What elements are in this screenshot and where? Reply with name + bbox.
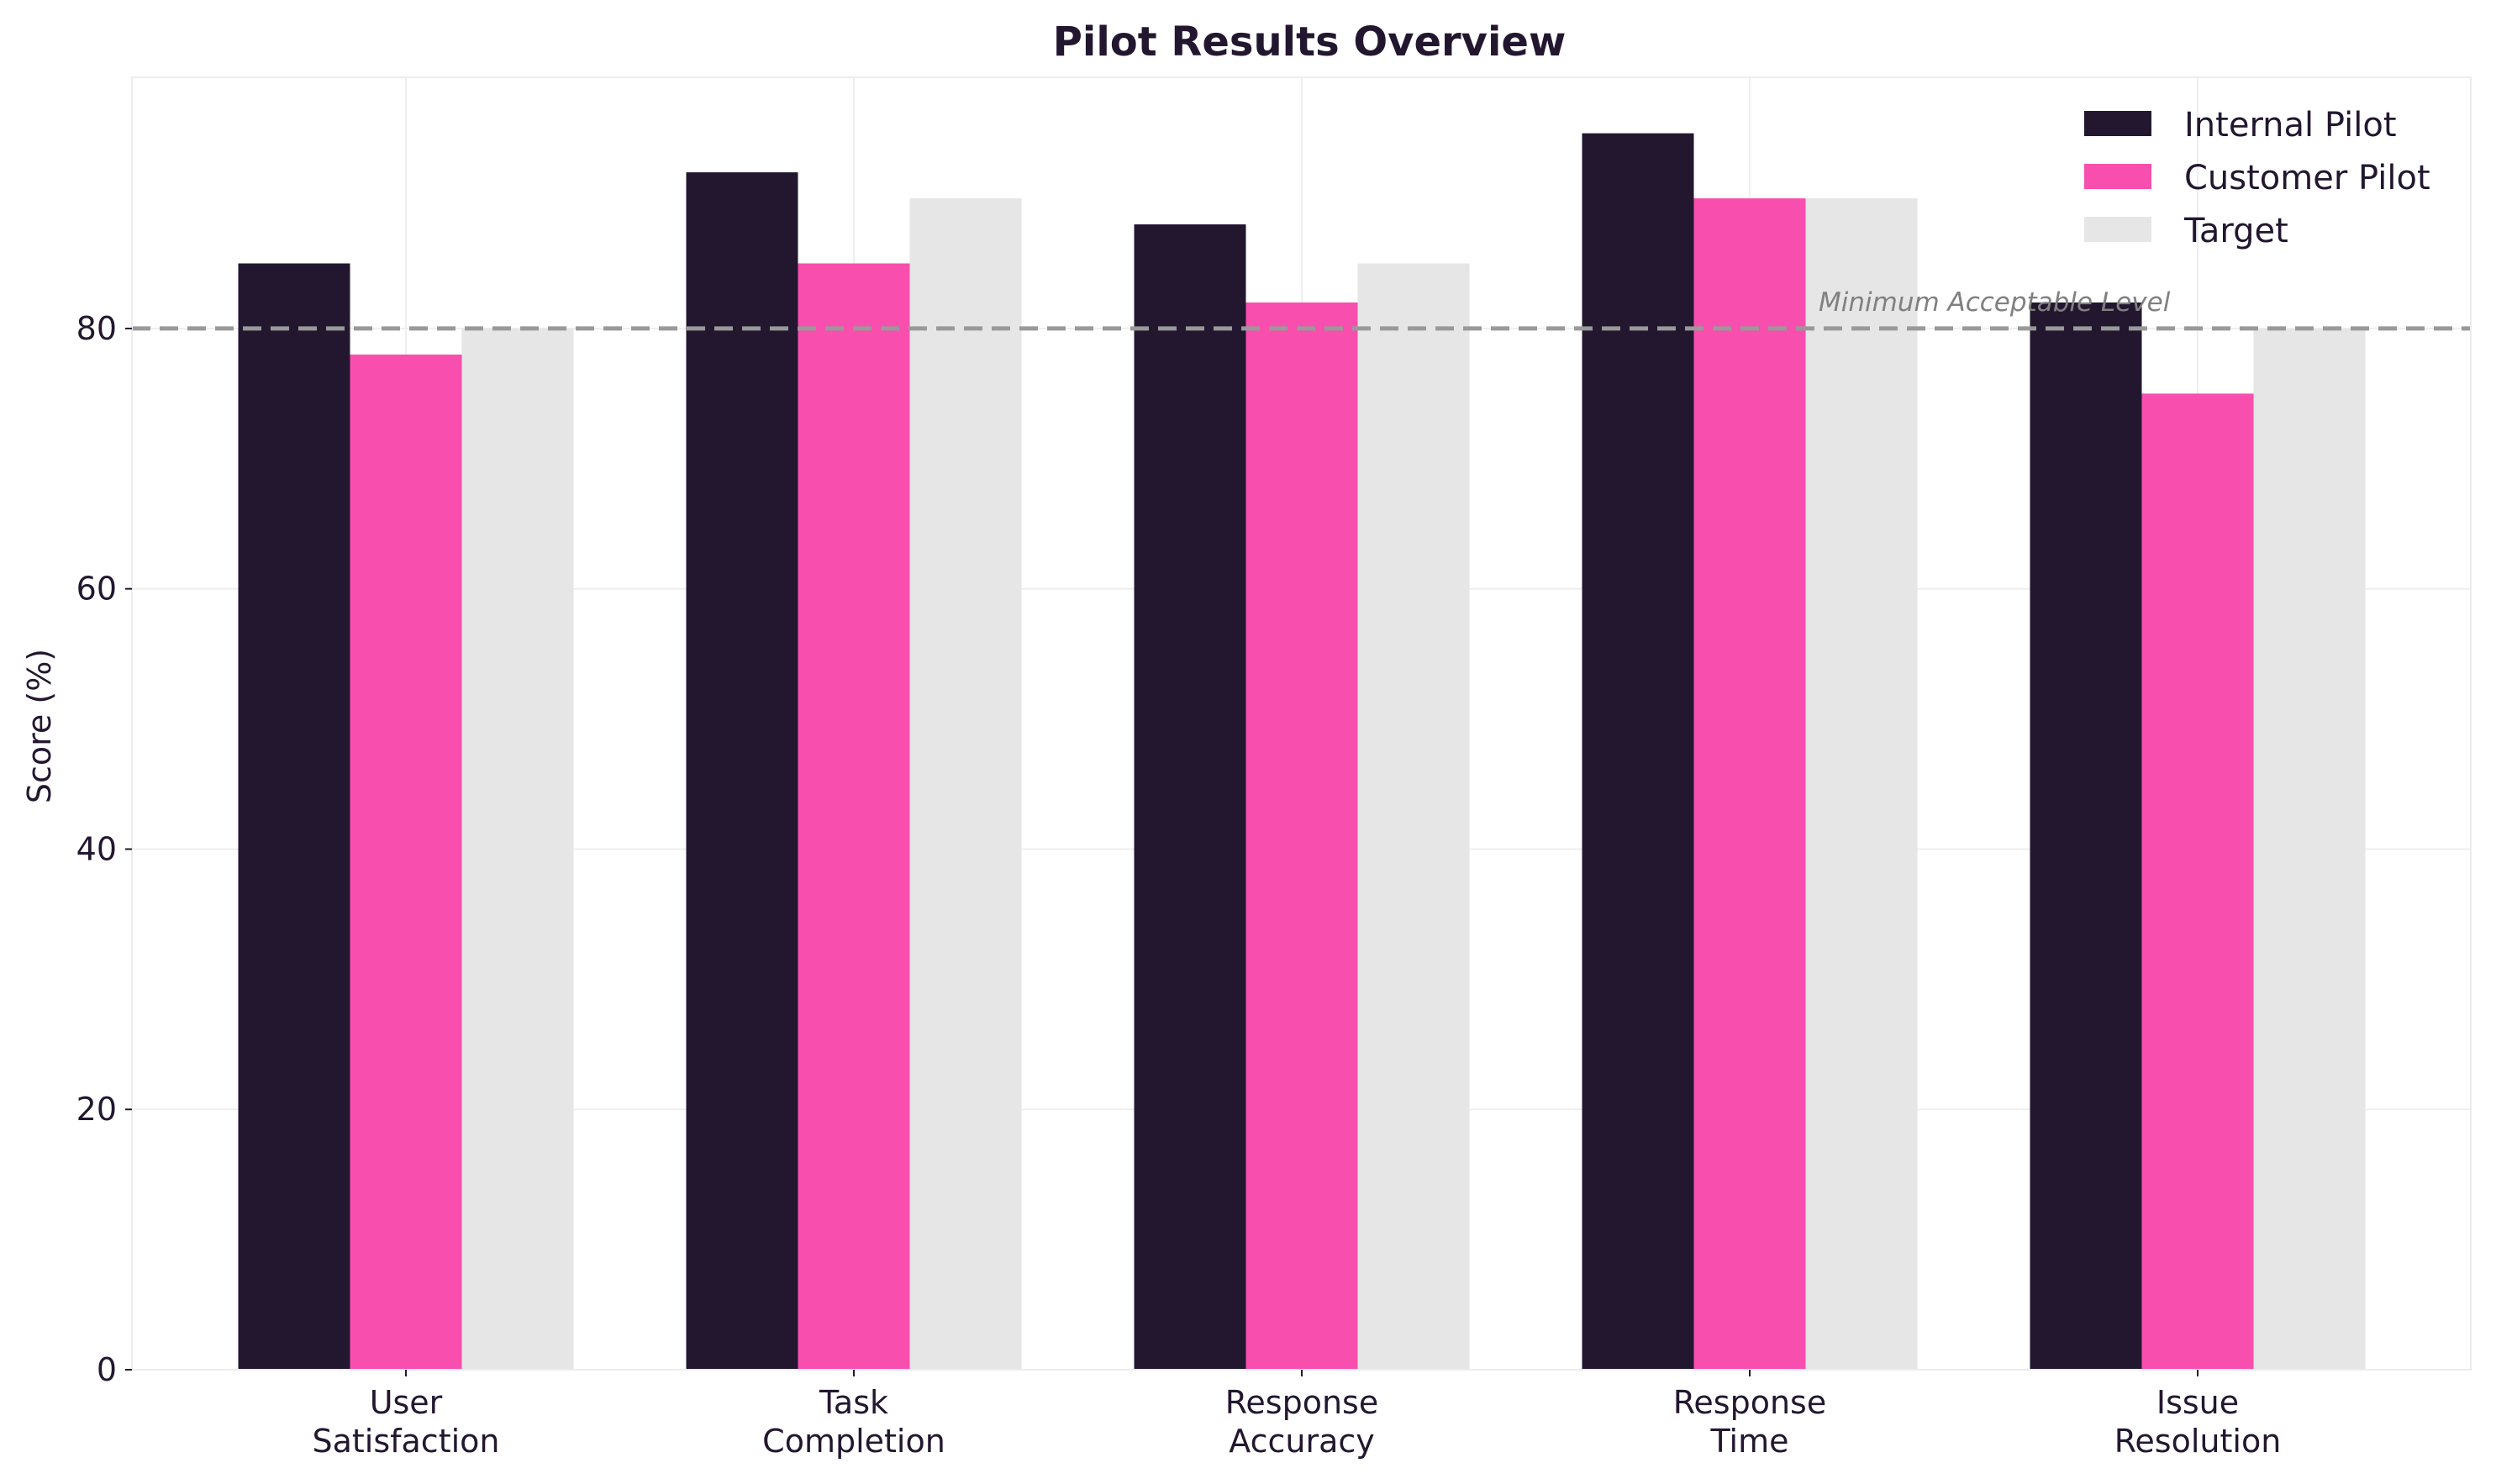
x-axis-ticks: User Satisfaction Task Completion Response Ac… — [312, 1370, 2281, 1460]
x-tick-label: Task Completion — [762, 1384, 945, 1460]
y-tick-label: 0 — [97, 1351, 117, 1388]
y-tick-label: 60 — [76, 571, 117, 608]
x-tick-label: Issue Resolution — [2114, 1384, 2282, 1460]
legend-label: Customer Pilot — [2184, 159, 2430, 197]
bar — [1805, 198, 1918, 1371]
x-tick-label: User Satisfaction — [312, 1384, 499, 1460]
bar — [1582, 133, 1694, 1370]
bar — [1134, 224, 1246, 1370]
y-tick-label: 20 — [76, 1091, 117, 1128]
y-axis-ticks: 0 20 40 60 80 — [76, 310, 132, 1388]
bar — [798, 263, 910, 1371]
bar — [461, 328, 574, 1370]
chart-title: Pilot Results Overview — [1053, 18, 1567, 66]
reference-line-label: Minimum Acceptable Level — [1819, 287, 2171, 318]
legend: Internal Pilot Customer Pilot Target — [2084, 106, 2430, 250]
bar — [686, 172, 798, 1371]
bar — [350, 354, 462, 1370]
reference-line-group: Minimum Acceptable Level — [132, 287, 2471, 331]
y-axis-label: Score (%) — [21, 649, 58, 803]
legend-label: Target — [2183, 212, 2288, 250]
bar — [1245, 302, 1358, 1370]
legend-label: Internal Pilot — [2184, 106, 2397, 145]
bar — [2030, 302, 2142, 1370]
bar — [1357, 263, 1470, 1371]
bar — [2141, 393, 2254, 1370]
bar — [1693, 198, 1806, 1371]
legend-swatch — [2084, 217, 2151, 242]
bars — [238, 133, 2366, 1371]
x-tick-label: Response Time — [1673, 1384, 1827, 1460]
y-tick-label: 40 — [76, 830, 117, 867]
bar — [909, 198, 1022, 1371]
bar — [2253, 328, 2366, 1370]
legend-swatch — [2084, 164, 2151, 189]
legend-swatch — [2084, 111, 2151, 136]
y-tick-label: 80 — [76, 310, 117, 347]
bar — [238, 263, 350, 1371]
x-tick-label: Response Accuracy — [1225, 1384, 1379, 1460]
